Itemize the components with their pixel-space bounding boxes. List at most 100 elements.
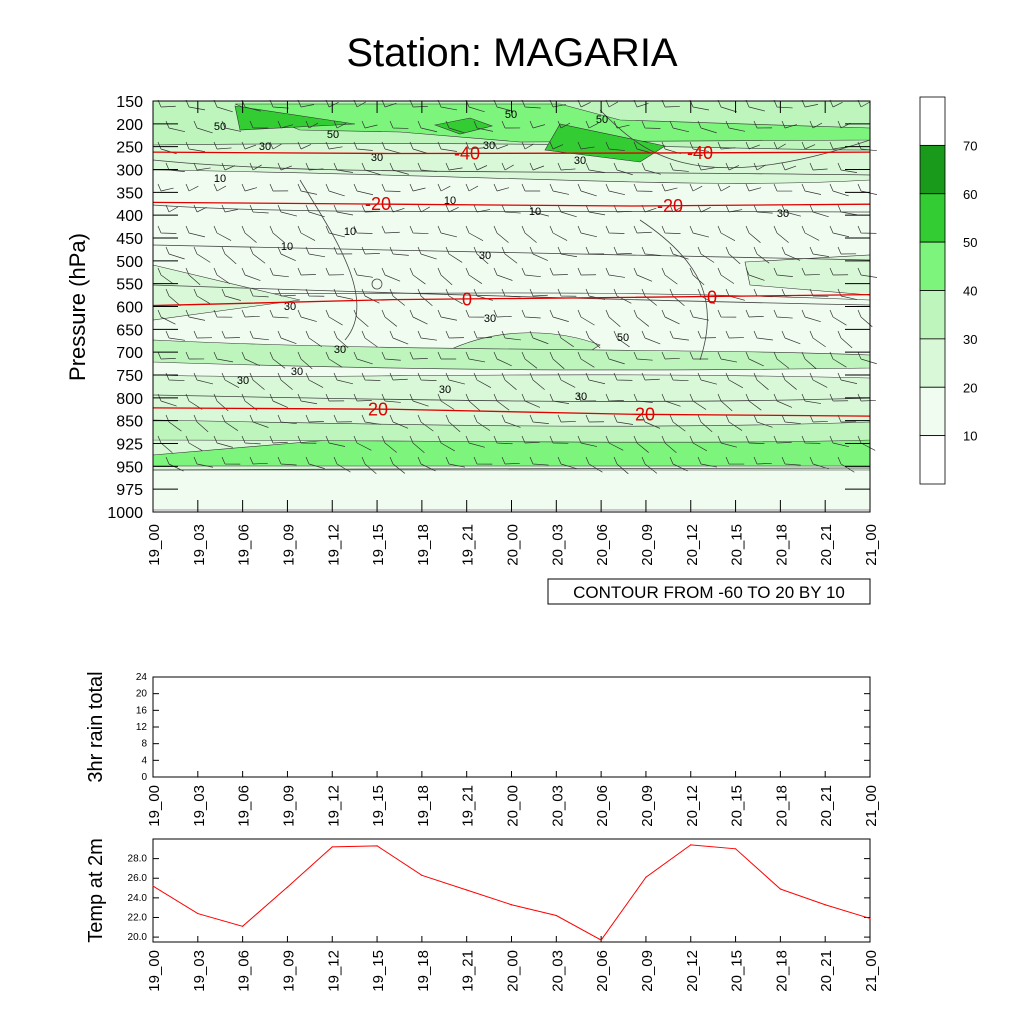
data-point [286, 886, 289, 888]
wind-barb [241, 225, 257, 243]
wind-barb [249, 288, 269, 298]
wind-barb [501, 330, 521, 341]
y-tick-label: 20.0 [128, 932, 148, 943]
data-point [242, 925, 244, 927]
wind-barb [745, 309, 764, 318]
wind-barb [297, 435, 317, 444]
wind-barb [297, 141, 312, 150]
x-tick-label: 19_15 [370, 950, 387, 992]
data-point [466, 889, 468, 891]
wind-barb [557, 120, 571, 129]
wind-barb [193, 246, 211, 263]
wind-barb [193, 456, 214, 468]
wind-barb [557, 288, 577, 297]
wind-barb [249, 246, 266, 264]
wind-barb [333, 330, 349, 349]
wind-barb [277, 288, 296, 297]
wind-barb [529, 162, 545, 171]
wind-barb [157, 435, 173, 454]
contour-line-8 [639, 219, 708, 361]
y-tick-label: 350 [116, 185, 143, 202]
wind-barb [353, 141, 373, 151]
wind-barb [185, 267, 201, 286]
wind-barb [185, 183, 199, 192]
x-tick-label: 20_15 [729, 785, 746, 827]
wind-barb [725, 456, 745, 465]
wind-barb [633, 435, 649, 453]
wind-barb [837, 246, 857, 255]
wind-barb [725, 330, 744, 339]
wind-barb [297, 393, 318, 405]
wind-barb [585, 372, 606, 385]
wind-barb [353, 309, 369, 328]
wind-barb [753, 330, 773, 341]
wind-barb [689, 435, 708, 452]
wind-barb [717, 435, 737, 448]
wind-barb [473, 456, 493, 465]
wind-barb [697, 330, 716, 339]
wind-barb [473, 414, 491, 431]
wind-barb [333, 372, 354, 385]
data-point [645, 776, 647, 778]
y-tick-label: 700 [116, 345, 143, 362]
data-point [869, 776, 871, 778]
wind-barb [465, 225, 484, 241]
wind-barb [753, 162, 766, 171]
wind-barb [417, 162, 437, 172]
wind-barb [697, 456, 718, 468]
wind-barb [445, 414, 461, 433]
wind-barb [661, 351, 680, 360]
x-tick-label: 19_06 [236, 785, 253, 827]
wind-barb [213, 393, 229, 412]
wind-barb [857, 225, 877, 234]
wind-barb [641, 330, 661, 345]
x-tick-label: 19_09 [280, 524, 297, 566]
wind-barb [717, 225, 736, 242]
wind-barb [213, 351, 234, 363]
wind-barb [501, 288, 521, 298]
wind-barb [521, 183, 541, 192]
wind-barb [157, 309, 176, 325]
wind-barb [521, 267, 541, 278]
wind-barb [641, 246, 661, 256]
wind-barb [417, 456, 436, 472]
wind-barb [241, 183, 258, 192]
x-tick-label: 20_06 [594, 524, 611, 566]
wind-barb [745, 183, 762, 192]
wind-barb [165, 288, 181, 307]
wind-barb [165, 456, 184, 472]
wind-barb [633, 309, 650, 327]
wind-barb [417, 372, 437, 381]
data-point [376, 845, 378, 847]
wind-barb [577, 309, 595, 326]
wind-barb [753, 204, 773, 214]
isotherm-label: -20 [657, 196, 683, 216]
wind-barb [529, 330, 549, 345]
wind-barb [193, 120, 213, 134]
y-tick-label: 24 [136, 672, 148, 683]
data-point [197, 912, 199, 915]
wind-barb [529, 456, 549, 466]
wind-barb [521, 309, 541, 319]
wind-barb [277, 456, 297, 466]
wind-barb [353, 393, 372, 402]
wind-barb [493, 141, 509, 150]
wind-barb [669, 456, 688, 472]
data-point [510, 776, 513, 778]
wind-barb [333, 246, 353, 255]
wind-barb [557, 456, 577, 470]
wind-barb [269, 435, 288, 444]
wind-barb [333, 120, 347, 129]
wind-barb [193, 330, 213, 339]
wind-barb [529, 246, 548, 261]
chart-title: Station: MAGARIA [346, 31, 678, 75]
y-tick-label: 800 [116, 391, 143, 408]
wind-barb [325, 141, 343, 150]
isotherm-label: 0 [707, 287, 717, 307]
wind-barb [669, 288, 685, 306]
data-point [197, 776, 199, 778]
colorbar-swatch [919, 241, 946, 291]
y-tick-label: 200 [116, 117, 143, 134]
colorbar-swatch [919, 193, 946, 243]
contour-label: 30 [259, 141, 271, 153]
